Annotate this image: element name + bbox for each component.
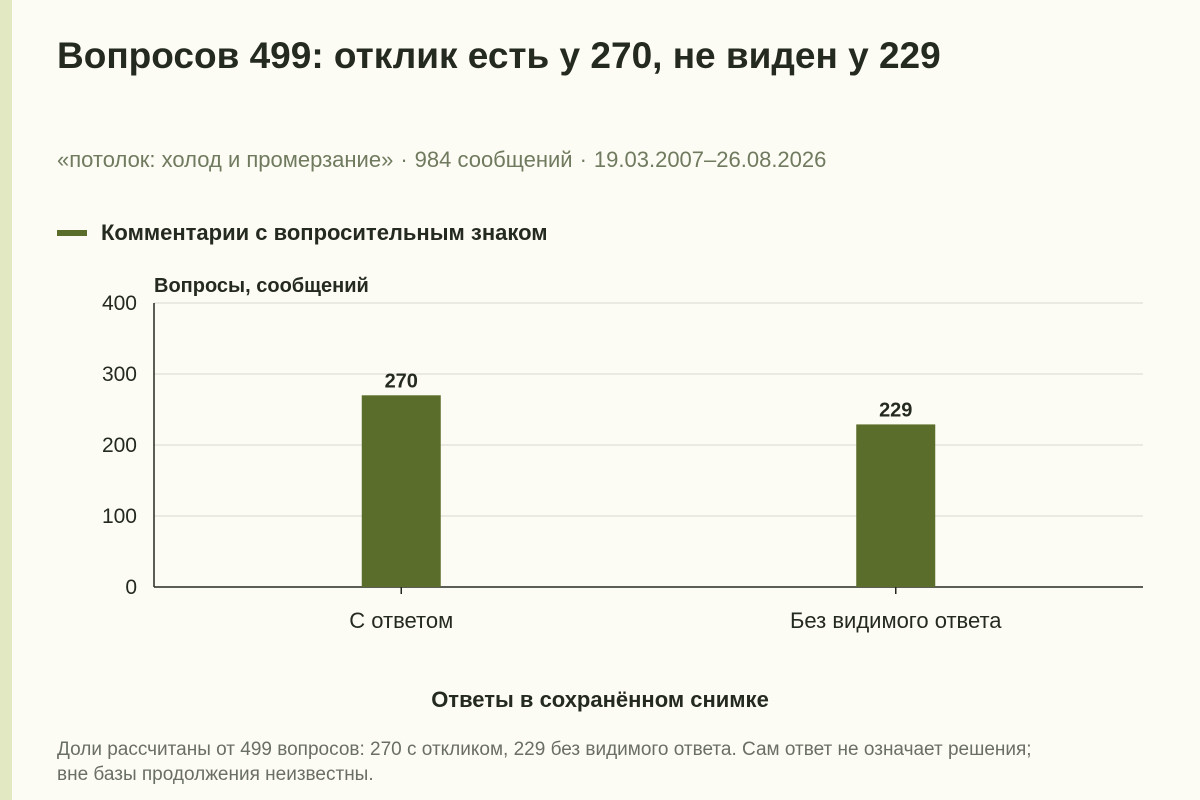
bar bbox=[856, 424, 936, 587]
bar-value-label: 270 bbox=[385, 370, 418, 392]
axes: 0 100 200 300 400 С ответом Без видимого ответ… bbox=[102, 292, 1143, 633]
x-category-label: Без видимого ответа bbox=[790, 608, 1002, 633]
y-tick-label: 300 bbox=[102, 363, 137, 386]
subtitle-date-range: 19.03.2007–26.08.2026 bbox=[593, 147, 827, 172]
chart-title: Вопросов 499: отклик есть у 270, не виде… bbox=[57, 35, 941, 76]
chart-subtitle: «потолок: холод и промерзание» · 984 сообщ… bbox=[57, 146, 826, 174]
y-tick-label: 100 bbox=[102, 505, 137, 528]
x-category-label: С ответом bbox=[349, 608, 453, 633]
left-accent-stripe bbox=[0, 0, 12, 800]
subtitle-topic: «потолок: холод и промерзание» bbox=[57, 147, 394, 172]
footnote: Доли рассчитаны от 499 вопросов: 270 с о… bbox=[57, 739, 1032, 785]
subtitle-messages: 984 сообщений bbox=[414, 147, 573, 172]
legend-swatch bbox=[57, 230, 87, 236]
y-tick-label: 0 bbox=[125, 576, 137, 599]
y-tick-label: 200 bbox=[102, 434, 137, 457]
legend: Комментарии с вопросительным знаком bbox=[57, 218, 548, 248]
bars bbox=[361, 395, 936, 587]
grid-lines bbox=[154, 302, 1143, 517]
data-labels: 270 229 bbox=[385, 370, 913, 421]
x-axis-title: Ответы в сохранённом снимке bbox=[431, 687, 769, 712]
subtitle-separator: · bbox=[400, 147, 408, 172]
bar-chart: 0 100 200 300 400 С ответом Без видимого ответ… bbox=[102, 275, 1143, 633]
y-tick-label: 400 bbox=[102, 292, 137, 315]
y-axis-title: Вопросы, сообщений bbox=[154, 275, 369, 297]
bar bbox=[361, 395, 441, 587]
subtitle-separator: · bbox=[579, 147, 587, 172]
legend-label: Комментарии с вопросительным знаком bbox=[101, 220, 548, 245]
bar-value-label: 229 bbox=[879, 399, 912, 421]
